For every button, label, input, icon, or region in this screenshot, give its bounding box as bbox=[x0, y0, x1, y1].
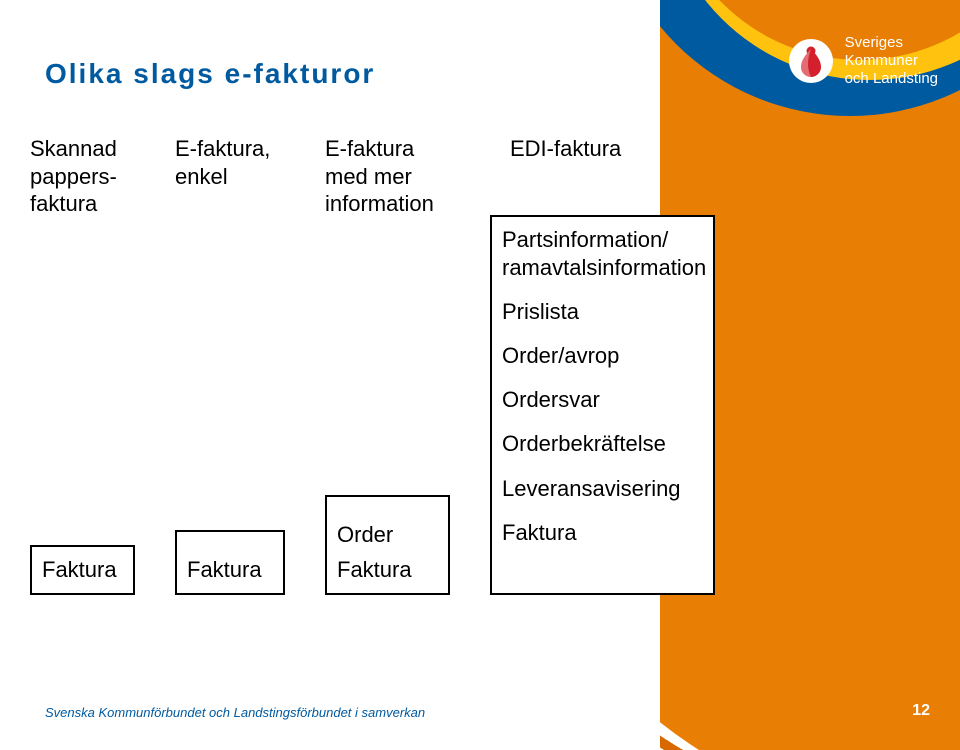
logo-line-2: Kommuner bbox=[845, 52, 938, 70]
page-title: Olika slags e-fakturor bbox=[45, 58, 375, 90]
box-line: Order bbox=[337, 517, 438, 552]
column-2-box: Faktura bbox=[175, 530, 285, 595]
column-2-heading: E-faktura,enkel bbox=[175, 135, 270, 190]
column-3-box: OrderFaktura bbox=[325, 495, 450, 595]
logo-line-3: och Landsting bbox=[845, 70, 938, 88]
logo-mark-icon bbox=[787, 37, 835, 85]
column-4-box: Partsinformation/ramavtalsinformationPri… bbox=[490, 215, 715, 595]
logo-text: Sveriges Kommuner och Landsting bbox=[845, 34, 938, 88]
logo-line-1: Sveriges bbox=[845, 34, 938, 52]
column-4-heading: EDI-faktura bbox=[510, 135, 621, 163]
logo: Sveriges Kommuner och Landsting bbox=[787, 34, 938, 88]
box-line: Faktura bbox=[337, 552, 438, 587]
box-line: ramavtalsinformation bbox=[502, 251, 703, 285]
column-3-heading: E-fakturamed merinformation bbox=[325, 135, 434, 218]
box-line: Order/avrop bbox=[502, 339, 703, 373]
page-number: 12 bbox=[912, 702, 930, 720]
box-line: Orderbekräftelse bbox=[502, 427, 703, 461]
box-line: Faktura bbox=[42, 552, 123, 587]
box-line: Ordersvar bbox=[502, 383, 703, 417]
column-1-box: Faktura bbox=[30, 545, 135, 595]
slide: Sveriges Kommuner och Landsting Olika sl… bbox=[0, 0, 960, 750]
box-line: Prislista bbox=[502, 295, 703, 329]
column-1-heading: Skannadpappers-faktura bbox=[30, 135, 117, 218]
box-line: Faktura bbox=[187, 552, 273, 587]
box-line: Faktura bbox=[502, 516, 703, 550]
box-line: Leveransavisering bbox=[502, 472, 703, 506]
footer-text: Svenska Kommunförbundet och Landstingsfö… bbox=[45, 705, 425, 720]
